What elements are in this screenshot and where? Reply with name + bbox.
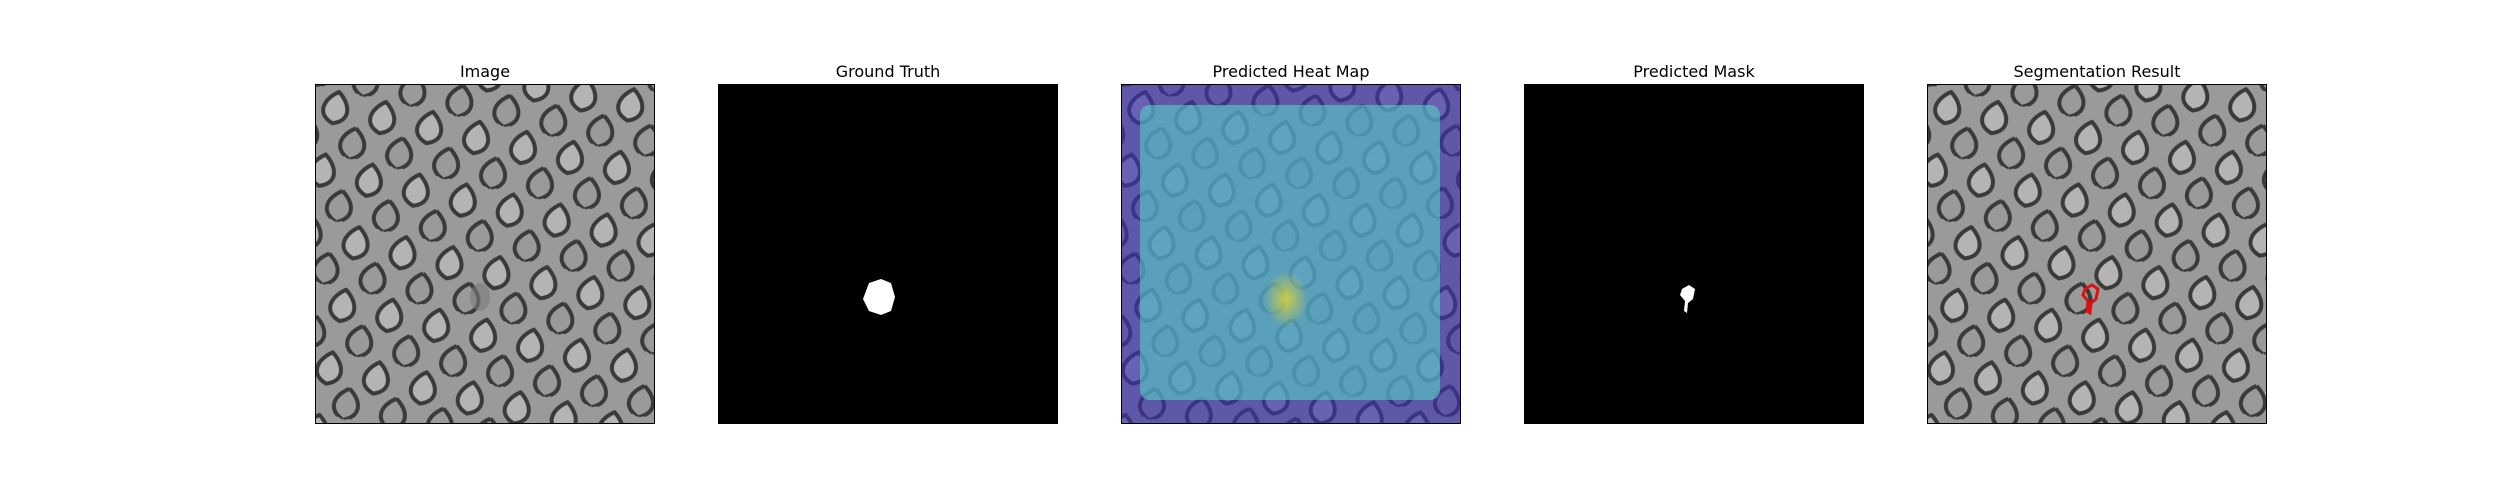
panel-title-predicted-mask: Predicted Mask bbox=[1633, 62, 1755, 81]
ground-truth-frame bbox=[718, 84, 1058, 424]
segmentation-image bbox=[1928, 85, 2266, 423]
panel-ground-truth: Ground Truth bbox=[718, 60, 1058, 424]
heat-map-central-region bbox=[1140, 105, 1440, 400]
panel-image: Image bbox=[315, 60, 655, 424]
panel-title-segmentation-result: Segmentation Result bbox=[2013, 62, 2181, 81]
panel-heat-map: Predicted Heat Map bbox=[1121, 60, 1461, 424]
heat-map-hotspot bbox=[1264, 271, 1308, 327]
ground-truth-mask bbox=[719, 85, 1057, 423]
predicted-mask-frame bbox=[1524, 84, 1864, 424]
panel-title-ground-truth: Ground Truth bbox=[835, 62, 941, 81]
defect-spot bbox=[470, 283, 490, 311]
predicted-mask bbox=[1525, 85, 1863, 423]
panel-segmentation-result: Segmentation Result bbox=[1927, 60, 2267, 424]
segmentation-outline bbox=[2081, 283, 2100, 316]
panel-title-image: Image bbox=[459, 62, 511, 81]
ground-truth-region bbox=[863, 279, 895, 315]
predicted-mask-region bbox=[1680, 285, 1695, 313]
segmentation-frame bbox=[1927, 84, 2267, 424]
heat-map-frame bbox=[1121, 84, 1461, 424]
mesh-image bbox=[316, 85, 654, 423]
panel-predicted-mask: Predicted Mask bbox=[1524, 60, 1864, 424]
image-frame bbox=[315, 84, 655, 424]
heat-map bbox=[1122, 85, 1460, 423]
panel-title-heat-map: Predicted Heat Map bbox=[1212, 62, 1370, 81]
